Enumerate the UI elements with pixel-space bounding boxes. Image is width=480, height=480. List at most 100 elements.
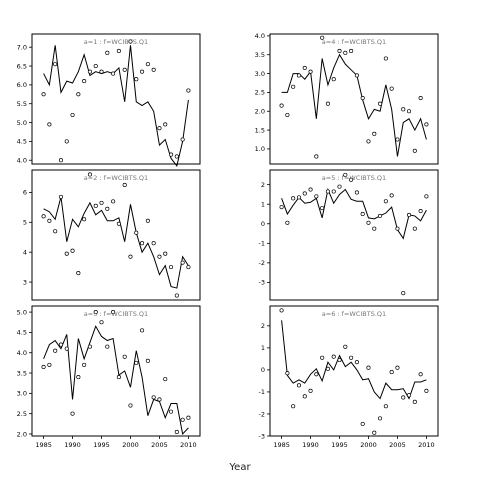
- data-point: [401, 395, 406, 400]
- data-point: [180, 260, 185, 265]
- data-point: [163, 122, 168, 127]
- x-tick-label: 1990: [64, 441, 81, 449]
- data-point: [337, 357, 342, 363]
- data-point: [151, 395, 156, 400]
- data-point: [47, 362, 52, 367]
- panel-frame: [31, 33, 201, 165]
- data-point: [122, 182, 127, 187]
- y-tick-label: 2: [261, 322, 265, 330]
- data-point: [163, 251, 168, 256]
- data-point: [87, 69, 92, 74]
- data-point: [122, 354, 127, 359]
- panel-title: a=6 : f=WCIBTS.Q1: [322, 310, 386, 318]
- data-point: [412, 399, 417, 404]
- y-tick-label: 3.5: [17, 369, 27, 377]
- x-axis-label: Year: [228, 462, 251, 473]
- data-point: [412, 148, 417, 153]
- y-tick-label: 4.0: [17, 349, 27, 357]
- x-tick-label: 2000: [122, 441, 139, 449]
- data-point: [418, 96, 423, 101]
- data-point: [180, 137, 185, 142]
- y-tick-label: 2.0: [17, 430, 27, 438]
- y-tick-label: 4.5: [17, 138, 27, 146]
- panel-frame: [269, 305, 439, 437]
- data-point: [378, 416, 383, 421]
- data-point: [151, 241, 156, 246]
- data-point: [157, 254, 162, 259]
- data-point: [53, 62, 58, 67]
- data-point: [314, 194, 319, 199]
- y-tick-label: -1: [259, 388, 265, 396]
- x-tick-label: 2000: [360, 441, 377, 449]
- y-tick-label: -3: [259, 432, 265, 440]
- data-point: [378, 101, 383, 106]
- data-point: [157, 126, 162, 131]
- y-tick-label: 4.0: [17, 157, 27, 165]
- data-point: [366, 365, 371, 370]
- data-point: [140, 328, 145, 333]
- data-point: [93, 310, 98, 315]
- y-tick-label: -2: [259, 410, 265, 418]
- series-line: [281, 53, 427, 157]
- panel-frame: [269, 33, 439, 165]
- panel-title: a=3 : f=WCIBTS.Q1: [84, 310, 148, 318]
- data-point: [354, 73, 359, 78]
- data-point: [285, 112, 290, 118]
- data-point: [325, 101, 330, 106]
- x-tick-label: 1995: [93, 441, 110, 449]
- y-tick-label: 2.0: [255, 108, 265, 116]
- panel-frame: [31, 305, 201, 437]
- data-point: [41, 364, 46, 369]
- data-point: [58, 194, 64, 199]
- data-point: [389, 86, 394, 91]
- series-line: [43, 45, 189, 168]
- data-point: [412, 226, 417, 231]
- data-point: [151, 67, 156, 72]
- data-point: [76, 375, 81, 380]
- series-line: [281, 187, 427, 240]
- data-point: [401, 291, 406, 296]
- data-point: [343, 50, 348, 55]
- panel-2: a=4 : f=WCIBTS.Q1 1.0 1.5 2.0 2.5 3.0 3.5 4.0: [255, 32, 439, 165]
- data-point: [76, 271, 81, 276]
- y-tick-label: 3.0: [255, 70, 265, 78]
- data-point: [53, 348, 58, 353]
- data-point: [116, 375, 121, 380]
- x-tick-label: 2010: [418, 441, 435, 449]
- data-point: [331, 189, 336, 194]
- data-point: [314, 154, 319, 159]
- data-point: [424, 122, 429, 127]
- y-tick-label: 6.5: [17, 62, 27, 70]
- y-tick-label: 1: [261, 344, 265, 352]
- data-point: [93, 203, 98, 208]
- data-point: [308, 187, 313, 192]
- data-point: [157, 397, 162, 402]
- y-tick-label: -1: [259, 240, 265, 248]
- data-point: [70, 112, 75, 118]
- data-point: [105, 344, 110, 349]
- data-point: [308, 388, 313, 393]
- data-point: [64, 139, 69, 144]
- panel-title: a=1 : f=WCIBTS.Q1: [84, 38, 148, 46]
- data-point: [99, 200, 104, 205]
- panel-6: a=6 : f=WCIBTS.Q1 -3 -2 -1 0 1 2 1985 1990 1995 20…: [259, 305, 439, 449]
- panel-1: a=1 : f=WCIBTS.Q1 4.0 4.5 5.0 5.5 6.0 6.5 7.0: [17, 33, 201, 168]
- data-point: [99, 320, 104, 325]
- data-point: [82, 362, 87, 367]
- y-tick-label: 1.0: [255, 145, 265, 153]
- data-point: [174, 154, 179, 159]
- data-point: [163, 377, 168, 382]
- panel-3: a=2 : f=WCIBTS.Q1 3 4 5 6: [23, 169, 201, 301]
- data-point: [285, 220, 290, 225]
- data-point: [389, 193, 394, 198]
- data-point: [105, 50, 110, 55]
- y-tick-label: 1.5: [255, 126, 265, 134]
- data-point: [111, 71, 116, 76]
- y-tick-label: 6.0: [17, 81, 27, 89]
- data-point: [406, 109, 412, 114]
- data-point: [47, 218, 52, 223]
- data-point: [87, 344, 92, 349]
- data-point: [372, 131, 377, 136]
- data-point: [291, 84, 296, 89]
- series-line: [43, 196, 189, 289]
